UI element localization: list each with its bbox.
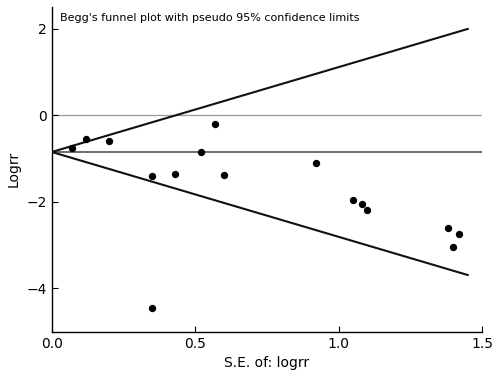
X-axis label: S.E. of: logrr: S.E. of: logrr: [224, 356, 310, 370]
Point: [212, 121, 220, 127]
Text: Begg's funnel plot with pseudo 95% confidence limits: Begg's funnel plot with pseudo 95% confi…: [60, 14, 360, 23]
Point: [450, 244, 458, 250]
Point: [197, 149, 205, 155]
Y-axis label: Logrr: Logrr: [7, 151, 21, 187]
Point: [444, 225, 452, 231]
Point: [455, 231, 463, 237]
Point: [358, 201, 366, 207]
Point: [68, 145, 76, 151]
Point: [171, 171, 179, 177]
Point: [364, 207, 372, 213]
Point: [148, 173, 156, 179]
Point: [349, 196, 357, 202]
Point: [148, 305, 156, 311]
Point: [312, 160, 320, 166]
Point: [105, 138, 113, 144]
Point: [220, 172, 228, 178]
Point: [82, 136, 90, 142]
